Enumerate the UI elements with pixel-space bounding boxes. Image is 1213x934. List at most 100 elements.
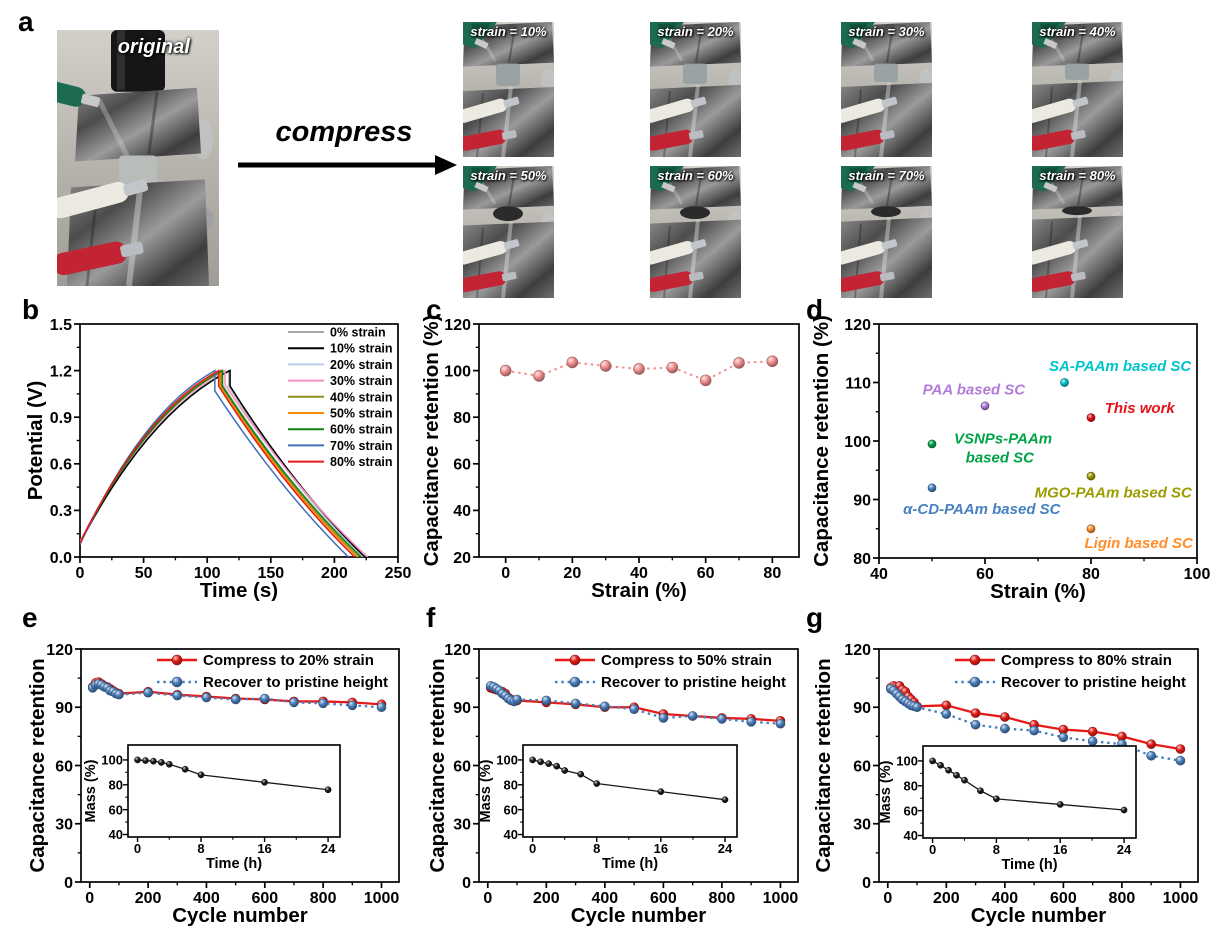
- svg-text:80: 80: [763, 565, 781, 582]
- svg-text:100: 100: [496, 753, 518, 768]
- photo-caption: strain = 20%: [657, 24, 734, 39]
- svg-text:60: 60: [453, 457, 471, 474]
- chart-gcd-potential-vs-time: 0 50 100 150 200 250 0.0 0.3 0.6 0.9 1.2 1.5 Time (s…: [24, 317, 412, 602]
- photo-caption: strain = 60%: [657, 168, 734, 183]
- svg-text:400: 400: [193, 890, 220, 907]
- svg-text:1000: 1000: [763, 890, 799, 907]
- photo-caption: strain = 70%: [848, 168, 925, 183]
- svg-text:80% strain: 80% strain: [330, 455, 393, 469]
- svg-text:Time (s): Time (s): [200, 579, 278, 602]
- svg-text:40: 40: [870, 566, 888, 583]
- svg-text:600: 600: [650, 890, 677, 907]
- svg-text:100: 100: [844, 434, 871, 451]
- svg-text:60: 60: [904, 803, 918, 818]
- svg-text:Capacitance retention: Capacitance retention: [426, 658, 449, 872]
- svg-text:100: 100: [896, 754, 918, 769]
- svg-text:60: 60: [697, 565, 715, 582]
- svg-text:Recover to pristine height: Recover to pristine height: [601, 674, 786, 691]
- svg-text:This work: This work: [1105, 400, 1176, 417]
- svg-text:1.5: 1.5: [50, 317, 72, 334]
- svg-text:60: 60: [976, 566, 994, 583]
- photo-caption: strain = 10%: [470, 24, 547, 39]
- photo-caption: strain = 50%: [470, 168, 547, 183]
- svg-text:16: 16: [1053, 842, 1067, 857]
- svg-text:Mass (%): Mass (%): [83, 759, 99, 822]
- svg-text:30: 30: [55, 817, 73, 834]
- svg-text:0: 0: [929, 842, 936, 857]
- svg-text:Capacitance retention: Capacitance retention: [812, 658, 835, 872]
- svg-text:0: 0: [85, 890, 94, 907]
- chart-comparison-scatter: 40 60 80 100 80 90 100 110 120 Strain (%) Capacita…: [810, 315, 1210, 603]
- svg-text:0.9: 0.9: [50, 410, 72, 427]
- svg-text:100: 100: [444, 363, 471, 380]
- photo-caption-original: original: [117, 36, 190, 58]
- svg-text:30: 30: [853, 817, 871, 834]
- svg-text:80: 80: [1082, 566, 1100, 583]
- svg-text:0: 0: [501, 565, 510, 582]
- svg-text:80: 80: [109, 777, 123, 792]
- svg-text:0.6: 0.6: [50, 457, 72, 474]
- svg-text:1000: 1000: [1163, 890, 1199, 907]
- svg-text:0% strain: 0% strain: [330, 326, 386, 340]
- svg-text:200: 200: [135, 890, 162, 907]
- svg-text:120: 120: [444, 642, 471, 659]
- svg-text:80: 80: [904, 778, 918, 793]
- svg-text:0.0: 0.0: [50, 550, 72, 567]
- photo-caption: strain = 40%: [1039, 24, 1116, 39]
- svg-text:400: 400: [991, 890, 1018, 907]
- svg-text:90: 90: [55, 700, 73, 717]
- panel-label-b: b: [22, 294, 40, 325]
- svg-text:0: 0: [883, 890, 892, 907]
- svg-text:20: 20: [453, 550, 471, 567]
- svg-text:60: 60: [453, 758, 471, 775]
- svg-text:Recover to pristine height: Recover to pristine height: [1001, 674, 1186, 691]
- photo-strain-50: strain = 50%: [463, 166, 554, 298]
- svg-text:60% strain: 60% strain: [330, 423, 393, 437]
- svg-text:Compress to 50% strain: Compress to 50% strain: [601, 652, 772, 669]
- svg-text:600: 600: [251, 890, 278, 907]
- svg-text:Strain (%): Strain (%): [990, 580, 1086, 603]
- svg-text:1000: 1000: [364, 890, 400, 907]
- svg-text:60: 60: [504, 802, 518, 817]
- svg-text:600: 600: [1050, 890, 1077, 907]
- compress-arrow-icon: [238, 155, 457, 175]
- svg-text:Mass (%): Mass (%): [478, 759, 494, 822]
- panel-label-d: d: [806, 294, 824, 325]
- svg-text:120: 120: [444, 317, 471, 334]
- photo-strain-10: strain = 10%: [463, 22, 554, 157]
- svg-text:30% strain: 30% strain: [330, 374, 393, 388]
- svg-text:8: 8: [197, 841, 204, 856]
- svg-text:24: 24: [1117, 842, 1132, 857]
- photo-strain-70: strain = 70%: [841, 166, 932, 298]
- compress-arrow-label: compress: [275, 116, 413, 148]
- svg-text:based SC: based SC: [966, 449, 1036, 466]
- svg-text:Strain (%): Strain (%): [591, 579, 687, 602]
- svg-text:70% strain: 70% strain: [330, 439, 393, 453]
- svg-text:0: 0: [462, 875, 471, 892]
- svg-text:200: 200: [321, 565, 348, 582]
- svg-text:Potential (V): Potential (V): [24, 381, 47, 501]
- svg-text:10% strain: 10% strain: [330, 342, 393, 356]
- svg-text:Recover to pristine height: Recover to pristine height: [203, 674, 388, 691]
- svg-text:60: 60: [853, 758, 871, 775]
- svg-text:MGO-PAAm based SC: MGO-PAAm based SC: [1035, 484, 1193, 501]
- panel-label-a: a: [18, 6, 34, 37]
- photo-strain-80: strain = 80%: [1032, 166, 1123, 298]
- svg-text:0: 0: [76, 565, 85, 582]
- svg-text:90: 90: [453, 700, 471, 717]
- svg-text:60: 60: [109, 802, 123, 817]
- svg-text:120: 120: [844, 642, 871, 659]
- svg-text:24: 24: [321, 841, 336, 856]
- svg-text:800: 800: [310, 890, 337, 907]
- panel-label-f: f: [426, 602, 436, 633]
- svg-text:250: 250: [385, 565, 412, 582]
- svg-text:Compress to 80% strain: Compress to 80% strain: [1001, 652, 1172, 669]
- svg-text:120: 120: [844, 317, 871, 334]
- svg-text:0: 0: [134, 841, 141, 856]
- svg-text:40: 40: [109, 827, 123, 842]
- svg-text:800: 800: [709, 890, 736, 907]
- svg-text:16: 16: [257, 841, 271, 856]
